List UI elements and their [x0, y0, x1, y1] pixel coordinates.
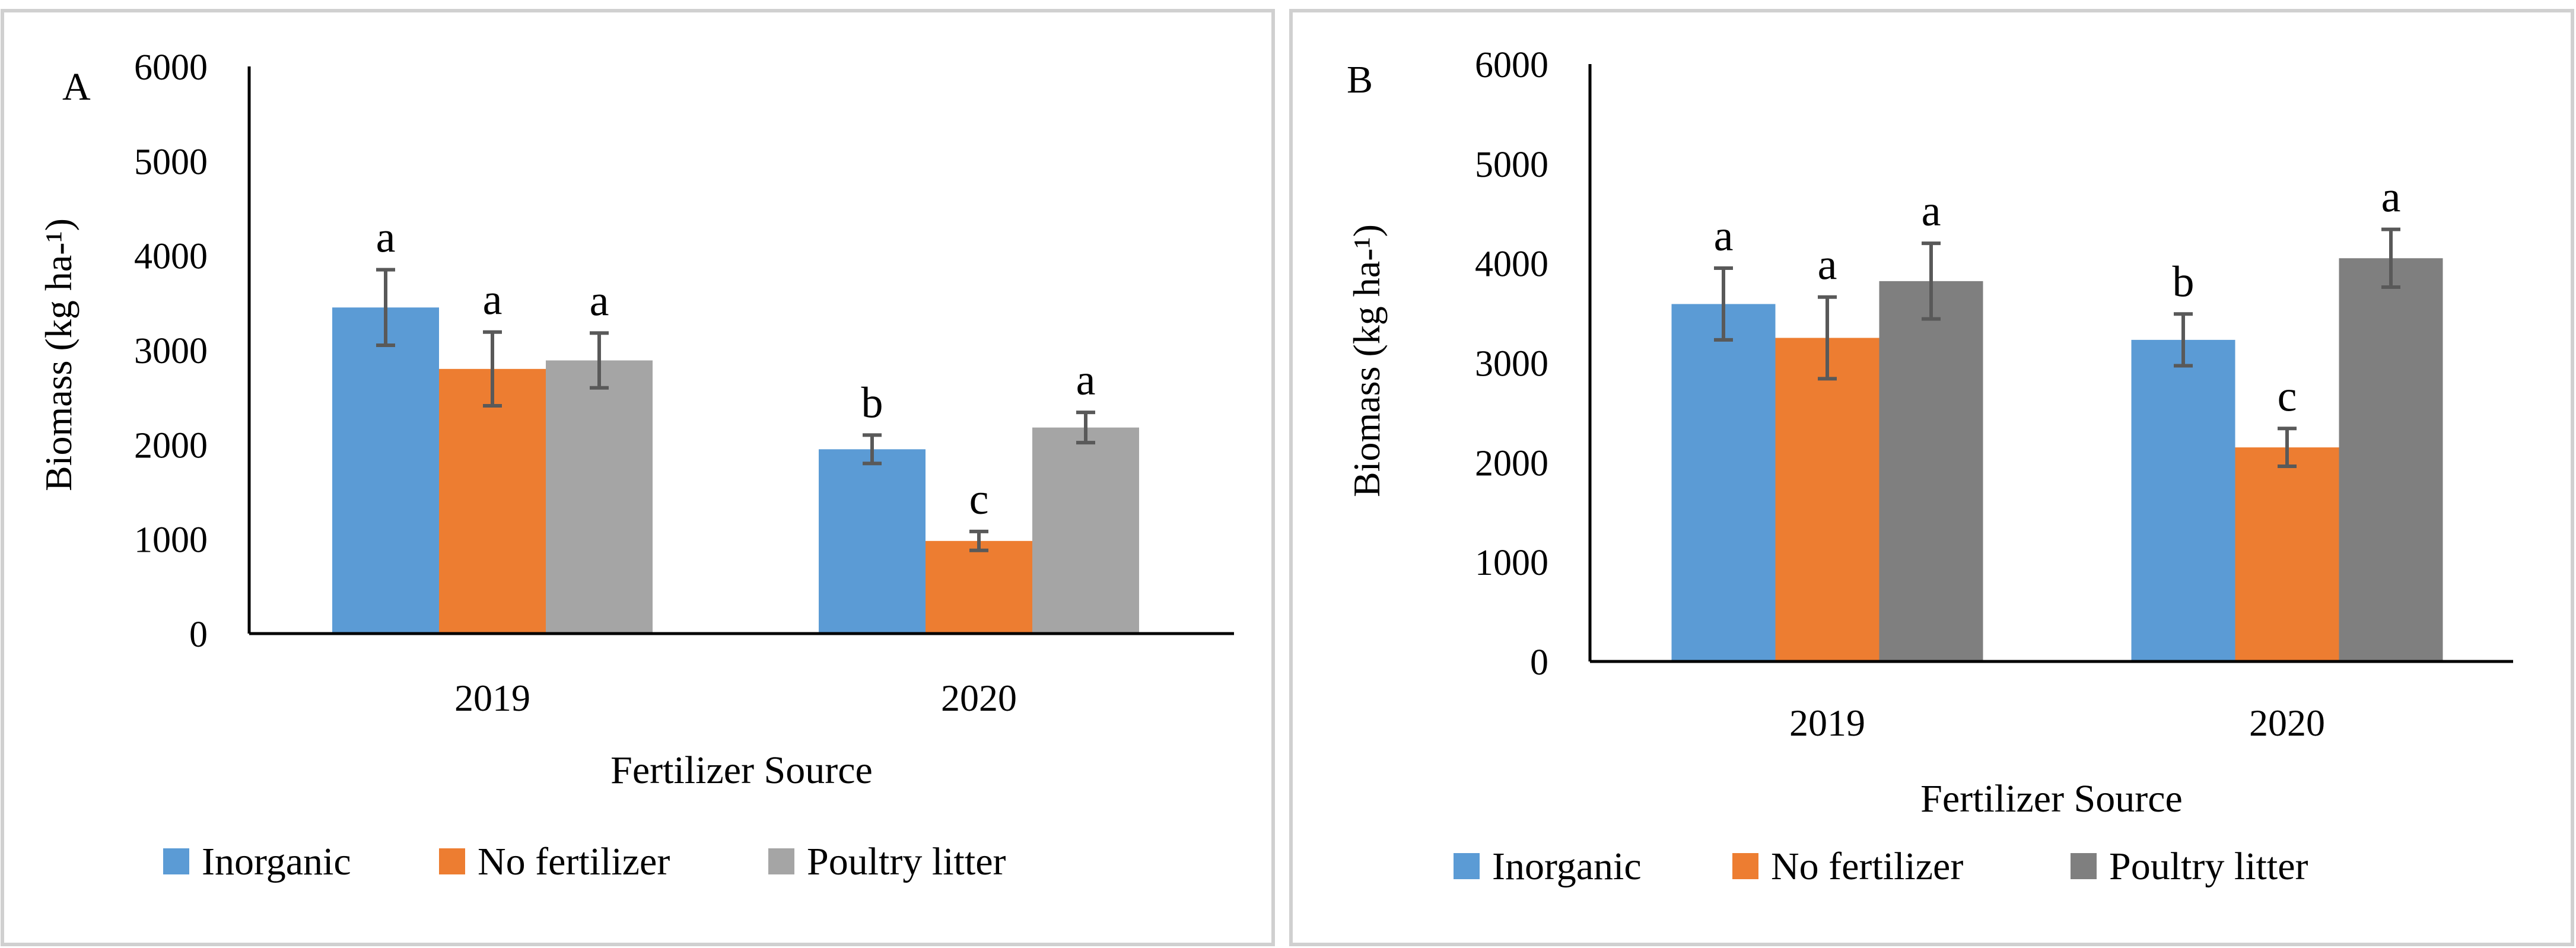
significance-letter: a: [1818, 241, 1837, 290]
significance-letter: b: [861, 378, 883, 427]
y-tick-label: 3000: [1475, 344, 1548, 384]
bar-poultry-litter-2020: [1032, 427, 1139, 634]
bar-no-fertilizer-2019: [1775, 338, 1879, 661]
panel-b: B 0 1000 2000 3000 4000 5000 6000 a a a 2019 b c a 2020…: [1287, 0, 2576, 948]
y-tick-label: 0: [1530, 642, 1548, 683]
chart-b: B 0 1000 2000 3000 4000 5000 6000 a a a 2019 b c a 2020…: [1289, 9, 2574, 946]
panel-a: A 0 1000 2000 3000 4000 5000 6000 a a a 2019 b c a 2020…: [0, 0, 1276, 948]
legend-label-poultry-litter: Poultry litter: [807, 840, 1006, 883]
significance-letter: a: [590, 276, 609, 325]
y-tick-label: 5000: [1475, 145, 1548, 185]
y-tick-label: 0: [189, 615, 208, 655]
bar-poultry-litter-2019: [1879, 281, 1983, 661]
bar-no-fertilizer-2020: [2235, 447, 2339, 661]
y-tick-label: 6000: [1475, 45, 1548, 85]
legend-swatch-no-fertilizer: [1732, 853, 1758, 879]
significance-letter: a: [2381, 173, 2401, 222]
significance-letter: b: [2173, 257, 2195, 306]
panel-label: B: [1347, 58, 1373, 101]
y-tick-label: 6000: [134, 47, 208, 88]
significance-letter: a: [1076, 356, 1096, 405]
bar-inorganic-2020: [819, 449, 926, 634]
x-axis-title: Fertilizer Source: [610, 749, 873, 792]
x-tick-label: 2020: [941, 677, 1017, 719]
x-tick-label: 2019: [454, 677, 530, 719]
y-tick-label: 2000: [134, 425, 208, 466]
legend-label-inorganic: Inorganic: [202, 840, 351, 883]
legend-swatch-inorganic: [163, 848, 189, 874]
y-tick-label: 4000: [134, 237, 208, 277]
chart-a: A 0 1000 2000 3000 4000 5000 6000 a a a 2019 b c a 2020…: [1, 9, 1275, 946]
significance-letter: c: [2278, 372, 2297, 421]
x-tick-label: 2020: [2249, 702, 2325, 744]
bar-inorganic-2019: [1671, 304, 1776, 661]
x-axis-title: Fertilizer Source: [1920, 777, 2183, 820]
y-tick-label: 1000: [1475, 543, 1548, 583]
legend-swatch-poultry-litter: [768, 848, 794, 874]
y-axis-title: Biomass (kg ha-¹): [37, 218, 79, 491]
legend-label-no-fertilizer: No fertilizer: [478, 840, 670, 883]
legend-swatch-poultry-litter: [2071, 853, 2097, 879]
panel-label: A: [62, 65, 91, 109]
legend-label-poultry-litter: Poultry litter: [2109, 845, 2308, 888]
significance-letter: a: [1922, 187, 1941, 236]
significance-letter: a: [483, 276, 503, 325]
legend-swatch-inorganic: [1454, 853, 1480, 879]
significance-letter: c: [969, 475, 989, 524]
bar-poultry-litter-2019: [546, 360, 653, 634]
bar-inorganic-2019: [332, 307, 439, 634]
bar-inorganic-2020: [2131, 339, 2235, 661]
y-tick-label: 1000: [134, 520, 208, 561]
y-tick-label: 2000: [1475, 443, 1548, 483]
legend-label-no-fertilizer: No fertilizer: [1771, 845, 1963, 888]
y-tick-label: 3000: [134, 331, 208, 371]
y-tick-label: 5000: [134, 142, 208, 182]
y-axis-title: Biomass (kg ha-¹): [1346, 224, 1388, 497]
bar-no-fertilizer-2020: [926, 540, 1032, 634]
bar-no-fertilizer-2019: [439, 368, 546, 634]
significance-letter: a: [1714, 212, 1734, 260]
y-tick-label: 4000: [1475, 244, 1548, 285]
bar-poultry-litter-2020: [2339, 258, 2443, 661]
legend-swatch-no-fertilizer: [439, 848, 465, 874]
legend-label-inorganic: Inorganic: [1492, 845, 1642, 888]
x-tick-label: 2019: [1789, 702, 1865, 744]
significance-letter: a: [376, 214, 396, 262]
